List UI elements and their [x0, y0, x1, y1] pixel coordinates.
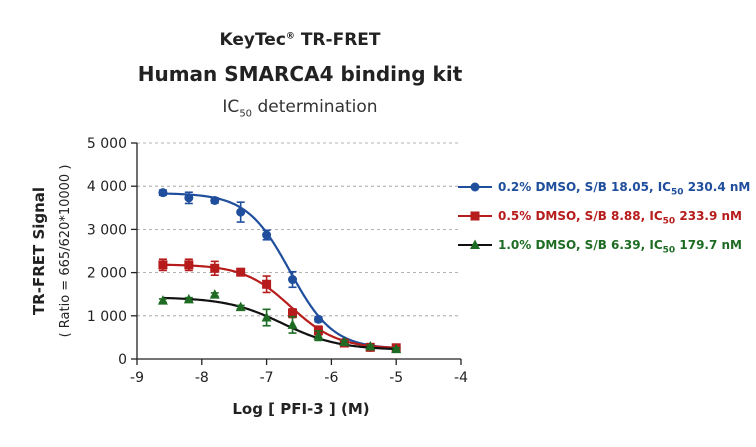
legend-swatch-series-1 [458, 211, 492, 221]
x-tick-label-1: -8 [195, 370, 209, 386]
data-point-series-0-point-1 [184, 193, 194, 203]
data-point-series-2-point-6 [313, 330, 324, 340]
fit-curve-series-1 [162, 263, 397, 349]
data-point-series-1-point-2 [210, 263, 220, 273]
data-point-series-2-point-4 [261, 312, 272, 322]
data-point-series-1-point-0 [158, 260, 168, 270]
data-point-series-0-point-5 [288, 275, 298, 285]
brand-name: KeyTec [219, 30, 286, 50]
fit-curve-series-2 [162, 296, 397, 351]
legend-swatch-series-0 [458, 182, 492, 192]
x-tick-label-2: -7 [260, 370, 274, 386]
legend-label-series-2: 1.0% DMSO, S/B 6.39, IC50 179.7 nM [498, 238, 742, 256]
chart-title: Human SMARCA4 binding kit [137, 62, 463, 86]
data-point-series-0-point-6 [313, 314, 323, 324]
data-point-series-1-point-1 [184, 260, 194, 270]
fit-curve-series-0 [162, 192, 397, 350]
data-point-series-2-point-1 [183, 293, 194, 304]
registered-mark: ® [285, 31, 295, 42]
data-point-series-2-point-0 [157, 295, 168, 305]
x-tick-label-4: -5 [389, 370, 403, 386]
brand-title: KeyTec® TR-FRET [0, 30, 600, 50]
y-tick-label-1: 1 000 [87, 309, 127, 325]
subtitle-ic: IC [222, 97, 240, 117]
data-point-series-1-point-3 [236, 267, 246, 277]
y-tick-label-0: 0 [118, 352, 127, 368]
data-point-series-2-point-2 [209, 289, 220, 299]
y-tick-label-3: 3 000 [87, 222, 127, 238]
y-tick-label-2: 2 000 [87, 266, 127, 282]
data-point-series-2-point-9 [391, 343, 402, 354]
data-point-series-1-point-5 [288, 308, 298, 318]
legend-swatch-series-2 [458, 239, 492, 249]
data-point-series-0-point-2 [210, 195, 220, 205]
x-tick-label-5: -4 [454, 370, 468, 386]
x-axis-label: Log [ PFI-3 ] (M) [232, 400, 369, 418]
brand-product: TR-FRET [294, 30, 381, 50]
legend-label-series-0: 0.2% DMSO, S/B 18.05, IC50 230.4 nM [498, 180, 751, 198]
data-point-series-2-point-3 [235, 301, 246, 312]
y-axis-sublabel: ( Ratio = 665/620*10000 ) [58, 165, 73, 338]
data-point-series-0-point-3 [236, 207, 246, 217]
x-tick-label-0: -9 [130, 370, 144, 386]
data-point-series-2-point-7 [339, 336, 350, 347]
y-tick-label-4: 4 000 [87, 179, 127, 195]
legend-label-series-1: 0.5% DMSO, S/B 8.88, IC50 233.9 nM [498, 209, 742, 227]
data-point-series-1-point-4 [262, 279, 272, 289]
data-point-series-0-point-0 [158, 188, 168, 198]
subtitle-subscript: 50 [239, 108, 253, 120]
data-point-series-2-point-5 [287, 319, 298, 329]
subtitle-rest: determination [252, 97, 378, 117]
data-point-series-2-point-8 [365, 340, 376, 351]
chart-subtitle: IC50 determination [0, 97, 600, 119]
y-axis-label: TR-FRET Signal [30, 187, 48, 315]
y-tick-label-5: 5 000 [87, 136, 127, 152]
data-point-series-0-point-4 [262, 230, 272, 240]
x-tick-label-3: -6 [324, 370, 338, 386]
